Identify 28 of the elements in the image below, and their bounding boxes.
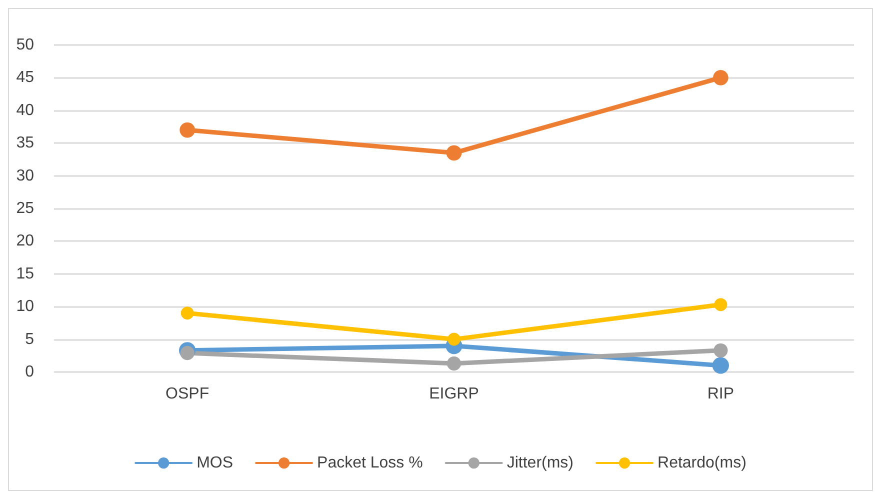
legend-label: Packet Loss % bbox=[317, 454, 423, 472]
y-tick-label: 0 bbox=[25, 364, 34, 380]
legend-label: MOS bbox=[196, 454, 234, 472]
y-tick-label: 10 bbox=[16, 298, 34, 316]
point bbox=[180, 346, 194, 360]
point bbox=[714, 298, 728, 312]
point bbox=[712, 70, 728, 86]
x-tick-label: EIGRP bbox=[429, 386, 479, 402]
y-tick-label: 30 bbox=[16, 167, 34, 184]
y-tick-label: 25 bbox=[16, 200, 34, 217]
x-tick-label: OSPF bbox=[166, 386, 210, 402]
point bbox=[180, 122, 196, 138]
legend-label: Jitter(ms) bbox=[506, 454, 574, 472]
legend-label: Retardo(ms) bbox=[658, 454, 746, 472]
point bbox=[180, 306, 194, 320]
point bbox=[446, 145, 462, 161]
y-tick-label: 20 bbox=[16, 232, 34, 250]
y-tick-label: 40 bbox=[16, 102, 34, 119]
point bbox=[712, 357, 729, 374]
point bbox=[446, 356, 462, 371]
point bbox=[448, 332, 460, 346]
x-tick-label: RIP bbox=[707, 386, 734, 402]
point bbox=[714, 343, 728, 358]
y-tick-label: 45 bbox=[16, 69, 34, 86]
y-tick-label: 50 bbox=[16, 36, 34, 54]
y-tick-label: 5 bbox=[25, 330, 34, 348]
y-tick-label: 15 bbox=[16, 265, 34, 282]
y-tick-label: 35 bbox=[16, 134, 34, 152]
